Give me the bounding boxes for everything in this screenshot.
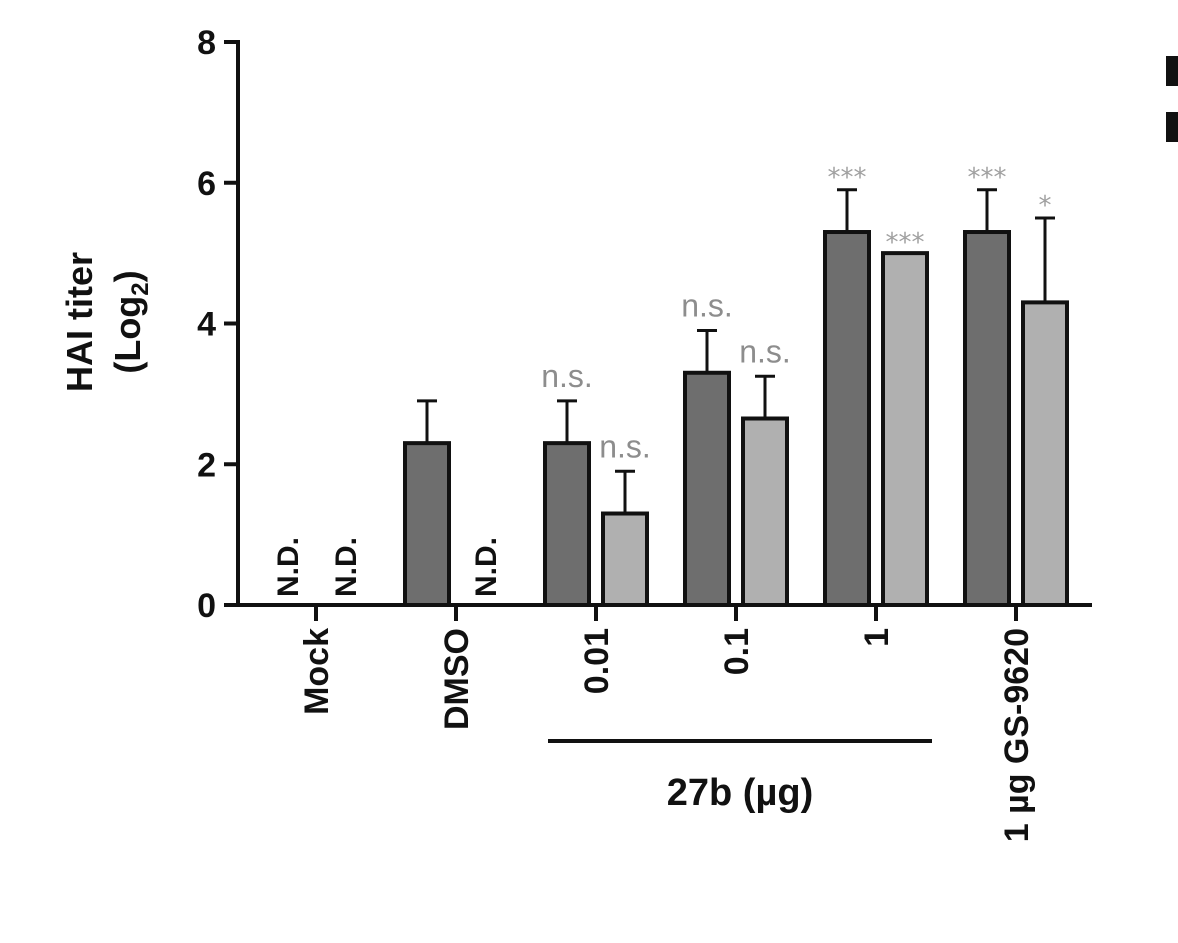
annotation-3-0: n.s.	[681, 288, 733, 324]
annotation-2-0: n.s.	[541, 358, 593, 394]
annotation-4-0: ***	[828, 163, 867, 193]
bar-2-1	[601, 511, 649, 608]
edge-mark-2	[1166, 112, 1178, 142]
bar-2-0	[543, 441, 591, 608]
bar-1-0	[403, 441, 451, 608]
bar-3-0	[683, 370, 731, 608]
edge-mark-1	[1166, 56, 1178, 86]
annotation-5-0: ***	[968, 163, 1007, 193]
bar-3-1	[741, 416, 789, 607]
y-tick-label-1: 2	[197, 446, 216, 484]
y-axis-title-suffix: )	[107, 270, 148, 282]
y-tick-label-4: 8	[197, 24, 216, 62]
category-label-0: Mock	[298, 628, 336, 715]
not-detected-1-1: N.D.	[470, 537, 503, 597]
y-axis-title-subscript: 2	[127, 282, 154, 295]
annotation-3-1: n.s.	[739, 333, 791, 369]
category-label-1: DMSO	[438, 628, 476, 730]
bar-4-0	[823, 230, 871, 607]
category-label-2: 0.01	[578, 628, 616, 694]
not-detected-0-0: N.D.	[272, 537, 305, 597]
y-axis-title-line2: (Log2)	[107, 270, 154, 373]
group-label: 27b (µg)	[667, 772, 813, 814]
y-tick-label-2: 4	[197, 306, 216, 344]
axes	[224, 40, 1092, 621]
annotation-2-1: n.s.	[599, 428, 651, 464]
annotation-4-1: ***	[886, 228, 925, 258]
y-tick-label-3: 6	[197, 165, 216, 203]
annotation-5-1: *	[1039, 191, 1052, 221]
y-axis-title-prefix: (Log	[107, 296, 148, 374]
bar-5-1	[1021, 300, 1069, 607]
bar-4-1	[881, 251, 929, 607]
category-label-5: 1 µg GS-9620	[998, 628, 1036, 842]
bar-5-0	[963, 230, 1011, 607]
y-tick-label-0: 0	[197, 587, 216, 625]
not-detected-0-1: N.D.	[330, 537, 363, 597]
y-axis-title-line1: HAI titer	[59, 252, 100, 392]
category-label-4: 1	[858, 628, 896, 647]
category-label-3: 0.1	[718, 628, 756, 675]
bars	[403, 188, 1069, 608]
